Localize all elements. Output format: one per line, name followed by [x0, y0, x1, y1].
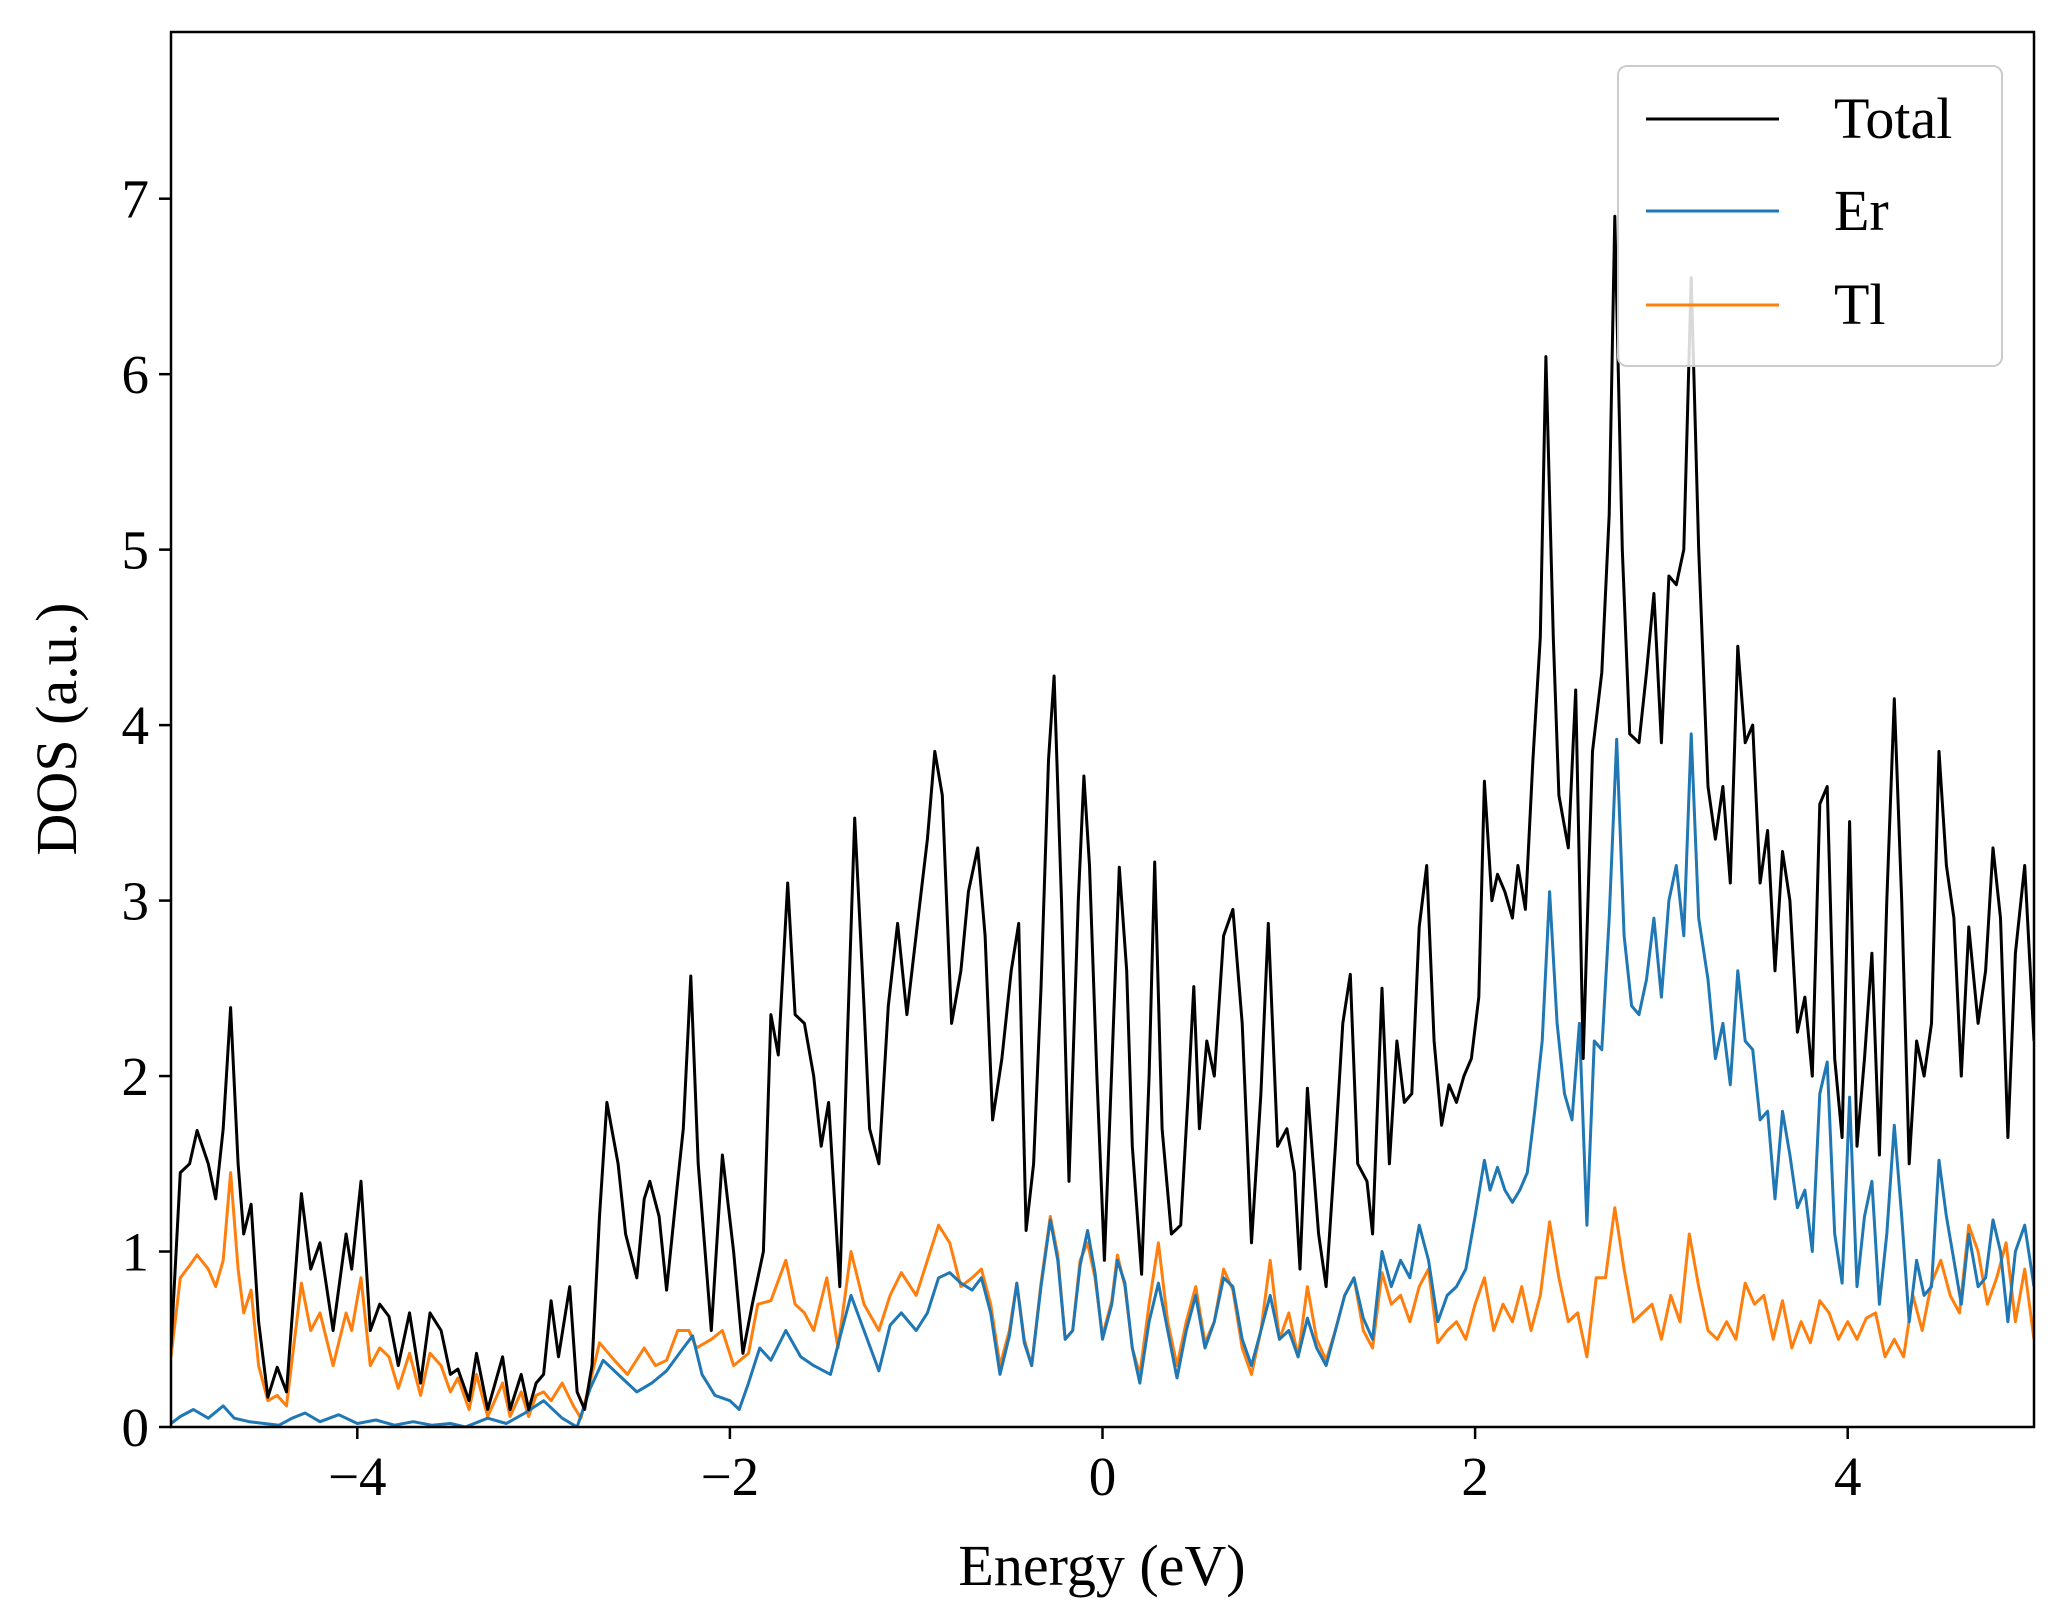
y-tick-label: 6	[122, 344, 150, 405]
x-tick-label: 2	[1461, 1446, 1489, 1507]
series-layer	[171, 214, 2034, 1427]
x-tick-label: −2	[701, 1446, 760, 1507]
y-axis-ticks: 0 1 2 3 4 5 6 7	[122, 169, 171, 1458]
series-line-total	[171, 214, 2034, 1411]
y-tick-label: 5	[122, 520, 150, 581]
legend-label-tl: Tl	[1834, 272, 1886, 337]
y-tick-label: 2	[122, 1046, 150, 1107]
legend-box	[1617, 65, 2003, 367]
x-axis-label: Energy (eV)	[958, 1533, 1245, 1598]
x-tick-label: 4	[1834, 1446, 1862, 1507]
y-tick-label: 7	[122, 169, 150, 230]
y-axis-label: DOS (a.u.)	[24, 603, 89, 856]
x-tick-label: −4	[328, 1446, 387, 1507]
series-line-er	[171, 732, 2034, 1427]
legend-label-er: Er	[1834, 178, 1889, 243]
x-tick-label: 0	[1089, 1446, 1117, 1507]
x-axis-ticks: −4 −2 0 2 4	[328, 1427, 1861, 1507]
legend: Total Er Tl	[1617, 65, 2003, 367]
y-tick-label: 0	[122, 1397, 150, 1458]
y-tick-label: 3	[122, 871, 150, 932]
y-tick-label: 1	[122, 1222, 150, 1283]
legend-label-total: Total	[1834, 86, 1952, 151]
y-tick-label: 4	[122, 695, 150, 756]
